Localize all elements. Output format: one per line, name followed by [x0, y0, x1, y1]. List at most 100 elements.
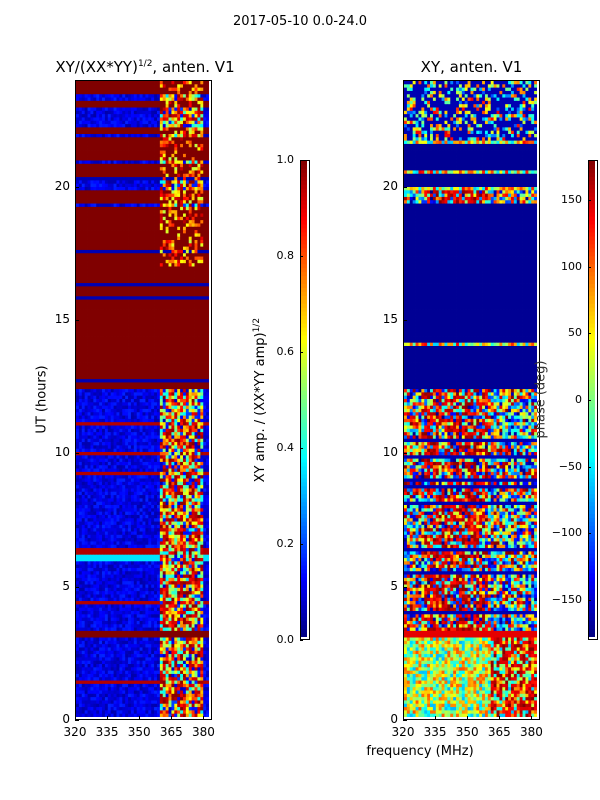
heatmap-cell	[165, 180, 169, 185]
heatmap-cell	[78, 342, 83, 347]
heatmap-cell	[182, 418, 187, 423]
heatmap-cell	[194, 375, 198, 380]
heatmap-cell	[96, 312, 100, 317]
heatmap-cell	[76, 336, 80, 340]
heatmap-cell	[84, 332, 88, 337]
heatmap-cell	[154, 336, 158, 340]
heatmap-cell	[177, 342, 181, 347]
heatmap-cell	[87, 259, 91, 264]
heatmap-cell	[116, 309, 120, 314]
heatmap-cell	[162, 157, 167, 161]
heatmap-cell	[145, 160, 149, 165]
heatmap-cell	[197, 346, 201, 350]
heatmap-cell	[113, 259, 117, 264]
heatmap-cell	[84, 392, 88, 397]
heatmap-cell	[180, 269, 184, 274]
heatmap-cell	[191, 236, 195, 241]
heatmap-cell	[168, 352, 172, 357]
heatmap-cell	[171, 329, 175, 334]
heatmap-cell	[165, 183, 169, 188]
heatmap-cell	[87, 190, 91, 195]
heatmap-cell	[148, 94, 152, 98]
heatmap-cell	[116, 359, 120, 363]
heatmap-cell	[174, 190, 178, 195]
heatmap-cell	[136, 213, 141, 218]
heatmap-cell	[122, 312, 126, 317]
heatmap-cell	[165, 296, 169, 301]
heatmap-cell	[185, 289, 190, 294]
heatmap-cell	[78, 110, 83, 115]
heatmap-cell	[145, 346, 149, 350]
heatmap-cell	[87, 253, 91, 257]
heatmap-cell	[197, 183, 201, 188]
heatmap-cell	[197, 389, 201, 393]
heatmap-cell	[128, 425, 132, 430]
heatmap-cell	[130, 259, 135, 264]
heatmap-cell	[125, 130, 129, 135]
heatmap-cell	[177, 107, 181, 112]
heatmap-cell	[81, 240, 86, 244]
heatmap-cell	[177, 302, 181, 307]
heatmap-cell	[87, 342, 91, 347]
heatmap-cell	[139, 405, 143, 410]
heatmap-cell	[102, 196, 106, 201]
heatmap-cell	[113, 256, 117, 261]
heatmap-cell	[139, 269, 143, 274]
heatmap-cell	[206, 153, 209, 158]
heatmap-cell	[90, 170, 94, 175]
heatmap-cell	[116, 230, 120, 234]
heatmap-cell	[145, 220, 149, 224]
heatmap-cell	[116, 385, 120, 390]
heatmap-cell	[148, 114, 152, 118]
heatmap-cell	[102, 160, 106, 165]
heatmap-cell	[113, 339, 117, 344]
heatmap-cell	[177, 289, 181, 294]
heatmap-cell	[203, 293, 207, 297]
heatmap-cell	[191, 97, 195, 102]
heatmap-cell	[107, 259, 112, 264]
heatmap-cell	[206, 359, 209, 363]
heatmap-cell	[148, 432, 152, 436]
heatmap-cell	[107, 100, 112, 105]
heatmap-cell	[116, 412, 120, 416]
heatmap-cell	[197, 210, 201, 214]
heatmap-cell	[185, 104, 190, 108]
heatmap-cell	[165, 256, 169, 261]
heatmap-cell	[84, 329, 88, 334]
heatmap-cell	[139, 120, 143, 125]
heatmap-cell	[122, 173, 126, 178]
heatmap-cell	[130, 289, 135, 294]
heatmap-cell	[99, 273, 103, 277]
heatmap-cell	[84, 90, 88, 95]
heatmap-cell	[200, 236, 204, 241]
heatmap-cell	[142, 405, 146, 410]
heatmap-cell	[165, 193, 169, 198]
heatmap-cell	[159, 226, 164, 231]
heatmap-cell	[148, 266, 152, 271]
heatmap-cell	[102, 312, 106, 317]
heatmap-cell	[87, 226, 91, 231]
heatmap-cell	[107, 124, 112, 128]
heatmap-cell	[122, 213, 126, 218]
heatmap-cell	[139, 196, 143, 201]
heatmap-cell	[119, 326, 123, 330]
heatmap-cell	[125, 114, 129, 118]
heatmap-cell	[185, 286, 190, 291]
heatmap-cell	[171, 137, 175, 142]
heatmap-cell	[116, 326, 120, 330]
heatmap-cell	[78, 412, 83, 416]
heatmap-cell	[125, 412, 129, 416]
heatmap-cell	[96, 289, 100, 294]
heatmap-cell	[168, 253, 172, 257]
heatmap-cell	[104, 428, 109, 433]
heatmap-cell	[113, 177, 117, 181]
heatmap-cell	[151, 160, 155, 165]
heatmap-cell	[171, 425, 175, 430]
heatmap-cell	[168, 266, 172, 271]
heatmap-cell	[191, 369, 195, 373]
heatmap-cell	[142, 342, 146, 347]
heatmap-cell	[168, 309, 172, 314]
heatmap-cell	[116, 124, 120, 128]
heatmap-cell	[159, 259, 164, 264]
heatmap-cell	[174, 395, 178, 400]
